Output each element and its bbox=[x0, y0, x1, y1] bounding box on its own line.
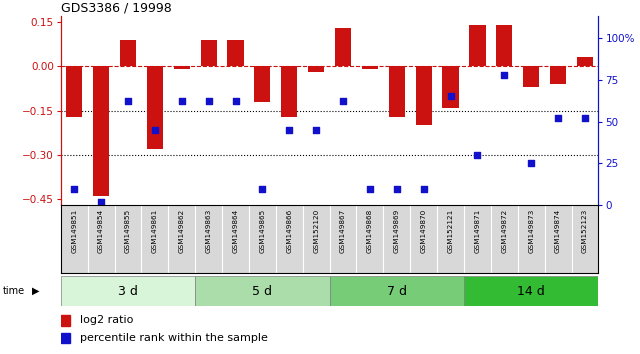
Text: GSM149874: GSM149874 bbox=[555, 209, 561, 253]
Text: ▶: ▶ bbox=[32, 286, 40, 296]
Point bbox=[284, 127, 294, 133]
Text: GSM149855: GSM149855 bbox=[125, 209, 131, 253]
Bar bbox=[464, 276, 598, 306]
Point bbox=[392, 186, 402, 192]
Text: GSM149872: GSM149872 bbox=[501, 209, 508, 253]
Point bbox=[553, 115, 563, 121]
Bar bbox=[195, 276, 330, 306]
Text: GSM149868: GSM149868 bbox=[367, 209, 373, 253]
Text: GSM149864: GSM149864 bbox=[232, 209, 239, 253]
Bar bbox=[523, 66, 540, 87]
Text: 5 d: 5 d bbox=[252, 285, 273, 298]
Bar bbox=[469, 25, 486, 66]
Point bbox=[311, 127, 321, 133]
Text: GSM152123: GSM152123 bbox=[582, 209, 588, 253]
Bar bbox=[442, 66, 459, 108]
Text: GSM149862: GSM149862 bbox=[179, 209, 185, 253]
Text: 14 d: 14 d bbox=[517, 285, 545, 298]
Point bbox=[445, 93, 456, 99]
Point bbox=[580, 115, 590, 121]
Point bbox=[69, 186, 79, 192]
Bar bbox=[93, 66, 109, 196]
Text: GSM149865: GSM149865 bbox=[259, 209, 266, 253]
Point bbox=[365, 186, 375, 192]
Bar bbox=[496, 25, 513, 66]
Bar bbox=[281, 66, 298, 116]
Point bbox=[526, 161, 536, 166]
Bar bbox=[415, 66, 432, 125]
Point bbox=[257, 186, 268, 192]
Bar bbox=[147, 66, 163, 149]
Text: GSM149870: GSM149870 bbox=[420, 209, 427, 253]
Text: GSM149869: GSM149869 bbox=[394, 209, 400, 253]
Text: GSM149873: GSM149873 bbox=[528, 209, 534, 253]
Bar bbox=[200, 40, 217, 66]
Text: GSM152121: GSM152121 bbox=[447, 209, 454, 253]
Text: GSM149851: GSM149851 bbox=[71, 209, 77, 253]
Point bbox=[499, 72, 509, 78]
Bar bbox=[61, 276, 195, 306]
Point bbox=[230, 98, 241, 104]
Text: GSM149867: GSM149867 bbox=[340, 209, 346, 253]
Text: GDS3386 / 19998: GDS3386 / 19998 bbox=[61, 2, 172, 15]
Bar bbox=[335, 28, 351, 66]
Bar bbox=[550, 66, 566, 84]
Bar bbox=[330, 276, 464, 306]
Point bbox=[96, 199, 106, 205]
Text: log2 ratio: log2 ratio bbox=[80, 315, 133, 325]
Bar bbox=[120, 40, 136, 66]
Text: GSM152120: GSM152120 bbox=[313, 209, 319, 253]
Text: percentile rank within the sample: percentile rank within the sample bbox=[80, 333, 268, 343]
Bar bbox=[388, 66, 405, 116]
Bar bbox=[308, 66, 324, 72]
Text: GSM149863: GSM149863 bbox=[205, 209, 212, 253]
Text: GSM149861: GSM149861 bbox=[152, 209, 158, 253]
Bar bbox=[66, 66, 83, 116]
Bar bbox=[173, 66, 190, 69]
Point bbox=[204, 98, 214, 104]
Bar bbox=[61, 315, 70, 326]
Bar bbox=[577, 57, 593, 66]
Text: GSM149871: GSM149871 bbox=[474, 209, 481, 253]
Bar bbox=[61, 333, 70, 343]
Point bbox=[177, 98, 187, 104]
Text: 7 d: 7 d bbox=[387, 285, 407, 298]
Bar bbox=[362, 66, 378, 69]
Bar bbox=[254, 66, 271, 102]
Text: time: time bbox=[3, 286, 26, 296]
Point bbox=[419, 186, 429, 192]
Point bbox=[150, 127, 160, 133]
Bar bbox=[227, 40, 244, 66]
Text: 3 d: 3 d bbox=[118, 285, 138, 298]
Point bbox=[123, 98, 133, 104]
Point bbox=[472, 152, 483, 158]
Point bbox=[338, 98, 348, 104]
Text: GSM149866: GSM149866 bbox=[286, 209, 292, 253]
Text: GSM149854: GSM149854 bbox=[98, 209, 104, 253]
